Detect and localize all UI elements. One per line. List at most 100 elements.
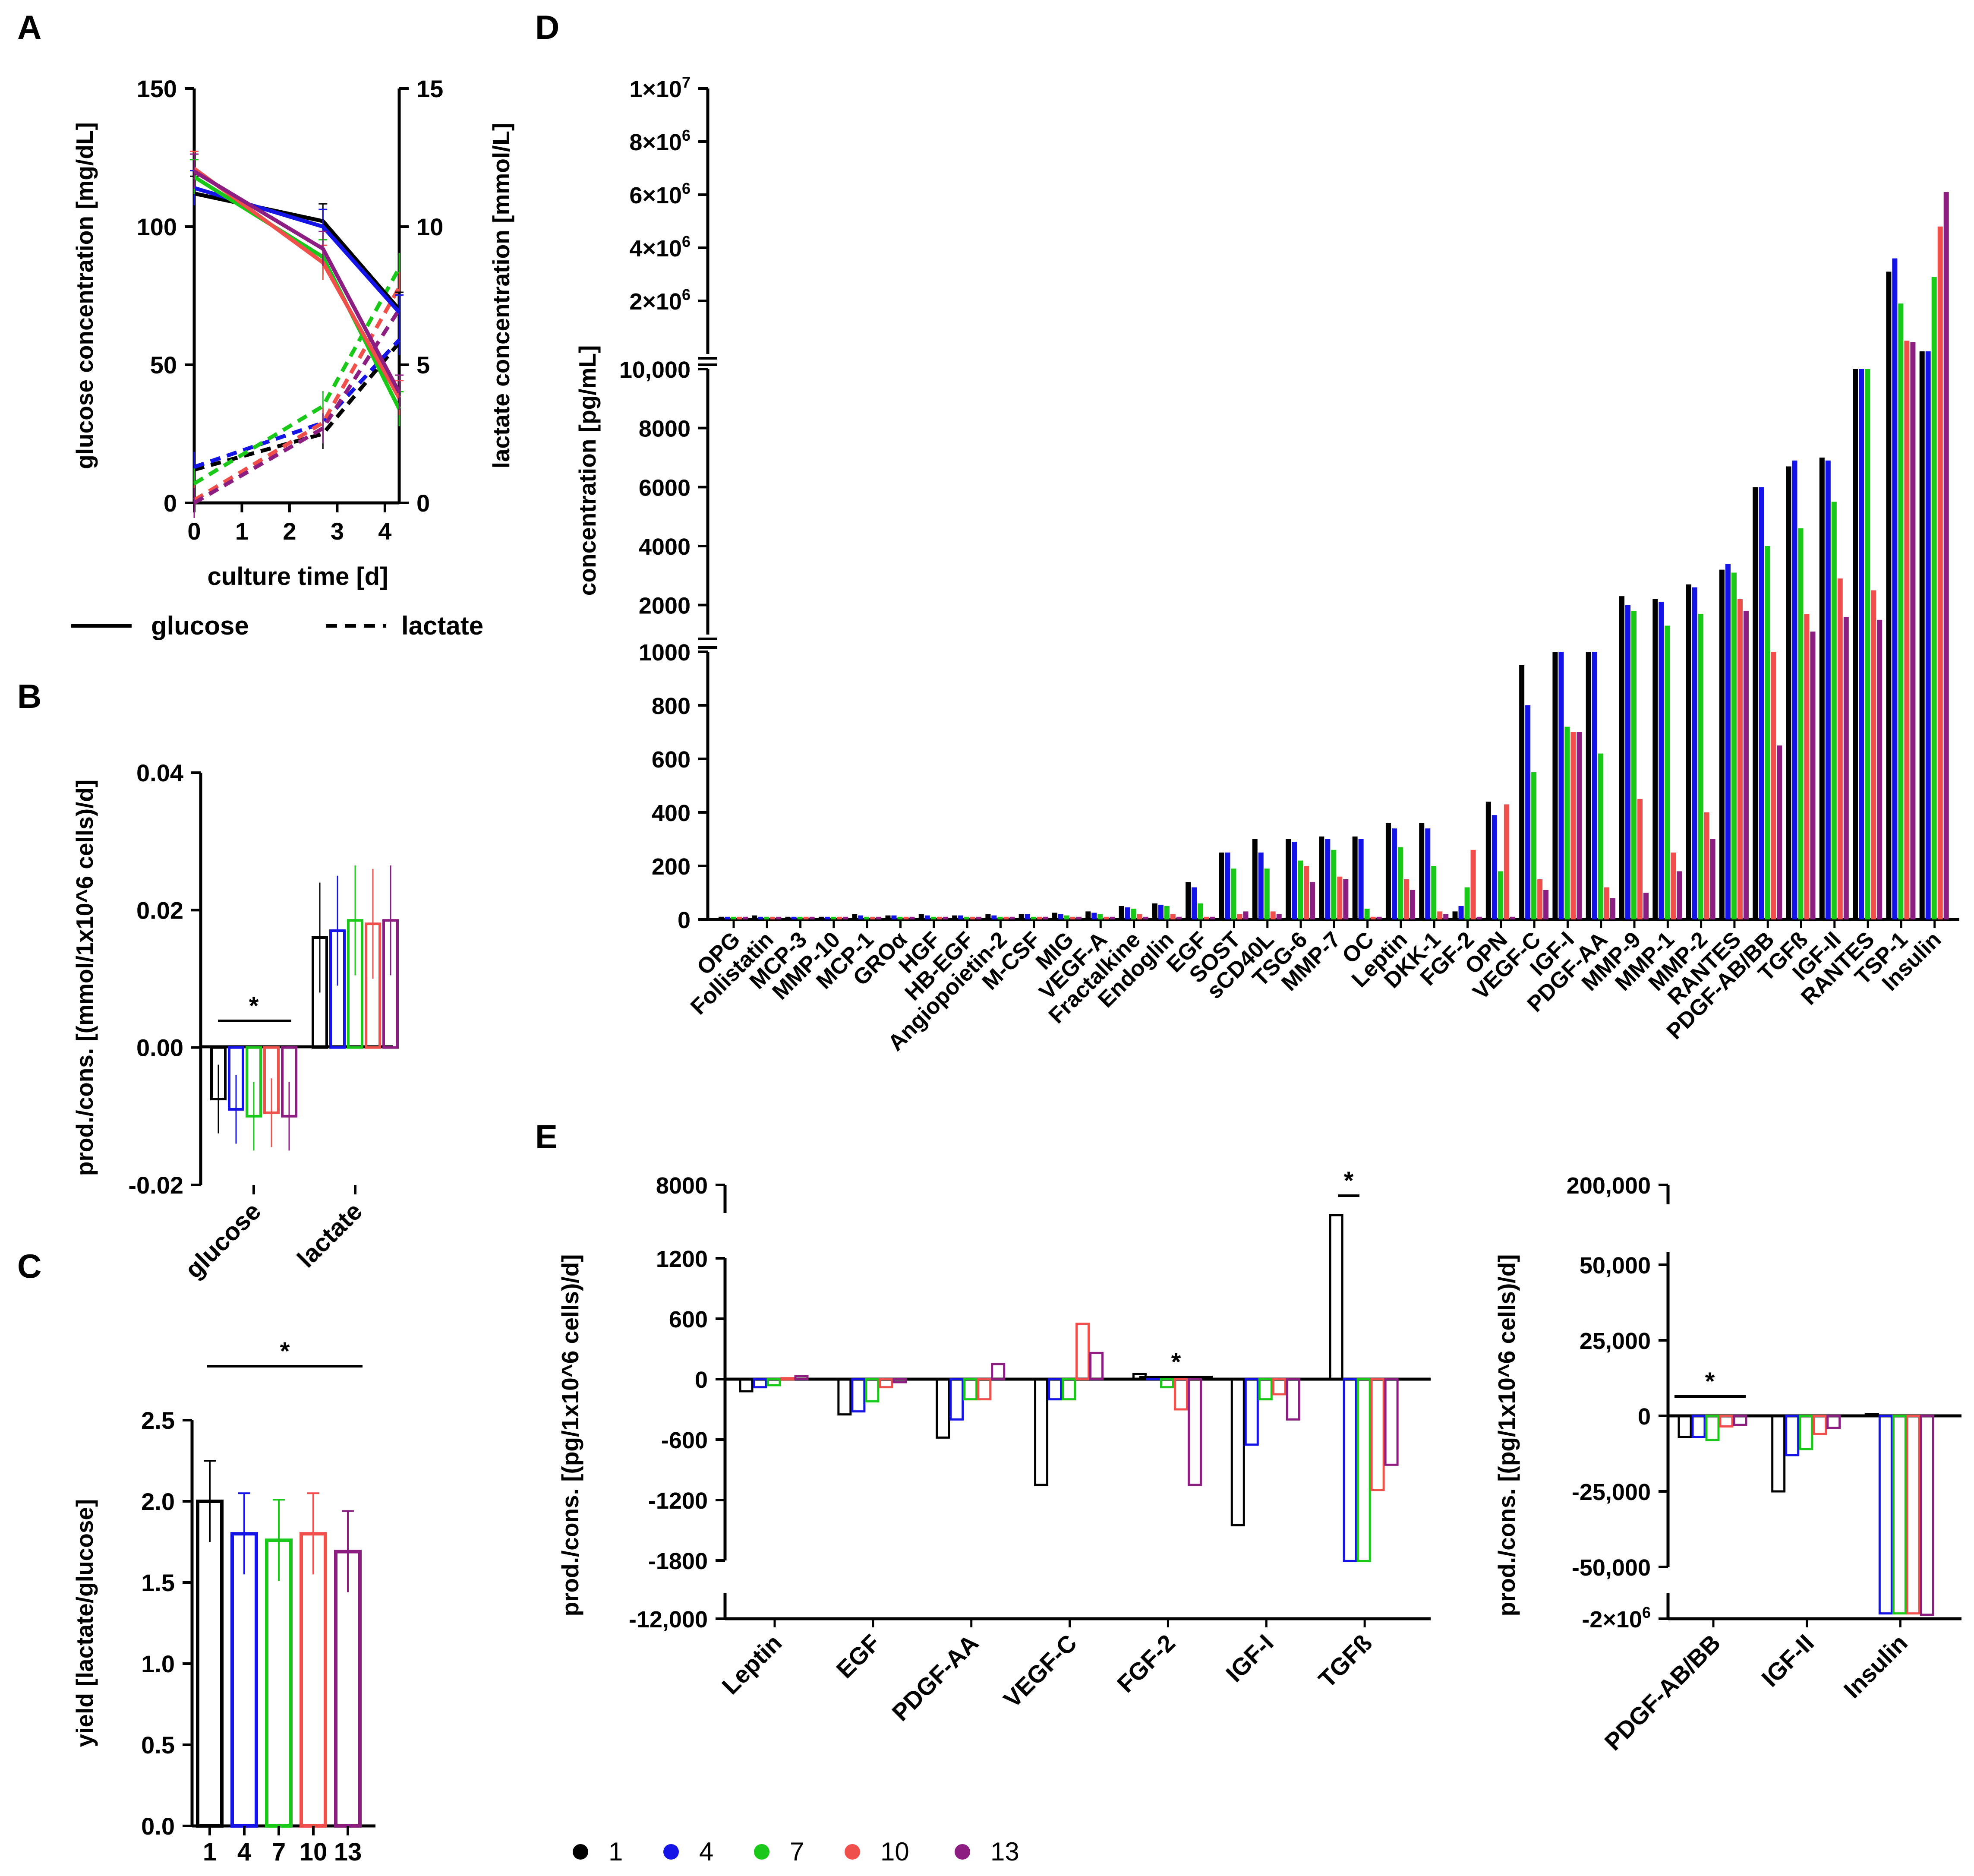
er-bar-Insulin-7 xyxy=(1892,1415,1907,1615)
d-y-tick-label-high: 8×106 xyxy=(629,126,691,155)
d-bar-TSP-1-1 xyxy=(1886,272,1892,919)
el-bar-VEGF-C-1 xyxy=(1034,1378,1049,1486)
d-bar-FGF-2-10 xyxy=(1470,850,1476,919)
panel-label-d: D xyxy=(535,8,559,46)
d-bar-GROα-7 xyxy=(897,916,903,919)
el-bar-TGFß-10 xyxy=(1370,1378,1385,1491)
el-y-tick-label: -1800 xyxy=(648,1548,708,1574)
panel-label-e: E xyxy=(535,1118,558,1156)
d-bar-Fractalkine-13 xyxy=(1143,916,1148,919)
d-bar-HGF-4 xyxy=(924,915,930,919)
d-bar-HB-EGF-10 xyxy=(970,916,976,919)
d-bar-MCP-3-10 xyxy=(803,916,809,919)
d-y-tick-label-low: 800 xyxy=(652,693,691,719)
d-bar-Leptin-4 xyxy=(1391,828,1397,919)
d-bar-HGF-1 xyxy=(918,914,924,919)
d-bar-PDGF-AB/BB-13 xyxy=(1777,745,1782,919)
c-y-tick-label: 1.5 xyxy=(141,1569,175,1596)
el-bar-TGFß-7 xyxy=(1356,1378,1371,1562)
d-bar-MMP-7-13 xyxy=(1343,879,1349,919)
d-bar-MMP-2-13 xyxy=(1710,839,1715,919)
a-x-tick-label: 2 xyxy=(283,518,296,545)
chart-c: 0.0 0.5 1.0 1.5 2.0 2.5 1 4 7 10 13 yield [lactat… xyxy=(71,1337,375,1866)
d-bar-sCD40L-13 xyxy=(1276,914,1282,919)
d-bar-RANTES-4 xyxy=(1859,369,1864,919)
d-bar-MCP-1-4 xyxy=(858,915,864,919)
d-bar-Follistatin-7 xyxy=(764,916,769,919)
d-bar-M-CSF-1 xyxy=(1019,914,1024,919)
panel-label-c: C xyxy=(17,1247,41,1285)
er-bar-PDGF-AB/BB-13 xyxy=(1733,1415,1747,1426)
er-bar-PDGF-AB/BB-7 xyxy=(1705,1415,1720,1441)
a-y-right-tick-label: 5 xyxy=(416,351,430,379)
d-y-tick-high-base: ×10 xyxy=(642,236,682,262)
el-bar-TGFß-1 xyxy=(1329,1214,1343,1380)
el-y-tick-label: -600 xyxy=(661,1428,708,1453)
el-bar-Leptin-1 xyxy=(739,1378,754,1393)
el-x-tick-label: VEGF-C xyxy=(998,1629,1082,1713)
d-y-tick-high-mantissa: 4 xyxy=(629,236,642,262)
d-y-tick-label-low: 600 xyxy=(652,747,691,773)
d-bar-Insulin-7 xyxy=(1931,277,1937,919)
d-y-tick-high-exponent: 6 xyxy=(682,180,691,197)
d-bar-TGFß-4 xyxy=(1792,460,1797,919)
el-bar-Leptin-10 xyxy=(780,1377,795,1381)
d-bar-EGF-1 xyxy=(1186,882,1191,919)
d-bar-TSP-1-4 xyxy=(1892,258,1898,919)
d-bar-MMP-7-4 xyxy=(1325,839,1331,919)
d-bar-GROα-10 xyxy=(903,916,909,919)
el-y-tick-label: 1200 xyxy=(656,1246,708,1272)
d-bar-Insulin-1 xyxy=(1919,351,1925,919)
d-bar-TSP-1-7 xyxy=(1898,303,1904,919)
d-bar-FGF-2-13 xyxy=(1476,916,1482,919)
d-y-tick-high-exponent: 7 xyxy=(682,73,691,91)
d-bar-MCP-1-1 xyxy=(852,914,858,919)
d-bar-EGF-10 xyxy=(1204,916,1209,919)
d-bar-OPN-13 xyxy=(1510,916,1515,919)
d-bar-TSP-1-13 xyxy=(1910,342,1916,920)
legend-label-13: 13 xyxy=(990,1837,1019,1866)
legend-dot-10 xyxy=(845,1844,860,1860)
d-bar-sCD40L-4 xyxy=(1258,853,1264,919)
d-bar-MMP-1-10 xyxy=(1671,853,1676,919)
legend-label-7: 7 xyxy=(790,1837,804,1866)
d-bar-IGF-I-1 xyxy=(1552,652,1558,919)
d-bar-MMP-10-4 xyxy=(824,916,830,919)
c-bar-1 xyxy=(196,1500,224,1828)
d-bar-MCP-1-7 xyxy=(864,916,870,919)
d-bar-MMP-9-4 xyxy=(1625,605,1631,919)
d-bar-RANTES-4 xyxy=(1725,564,1731,919)
d-bar-DKK-1-10 xyxy=(1437,911,1443,919)
d-bar-MCP-1-13 xyxy=(876,916,882,919)
b-y-tick-label: 0.00 xyxy=(136,1034,183,1061)
el-bar-VEGF-C-7 xyxy=(1062,1378,1076,1401)
c-bar-7 xyxy=(265,1538,293,1828)
d-bar-OPN-7 xyxy=(1498,871,1503,919)
d-bar-RANTES-7 xyxy=(1865,369,1870,919)
a-y-right-tick-label: 10 xyxy=(416,213,443,240)
d-bar-RANTES-7 xyxy=(1731,572,1737,919)
a-x-tick-label: 3 xyxy=(331,518,344,545)
d-bar-HB-EGF-4 xyxy=(958,915,964,919)
er-y-tick-bottom-part-0: -2 xyxy=(1582,1607,1602,1633)
d-y-tick-label-low: 1000 xyxy=(639,640,691,666)
d-bar-DKK-1-7 xyxy=(1431,866,1437,919)
a-y-tick-label: 50 xyxy=(150,351,177,379)
d-bar-HGF-13 xyxy=(943,916,948,919)
a-x-tick-label: 0 xyxy=(187,518,201,545)
er-y-tick-label: 0 xyxy=(1638,1404,1651,1430)
a-y-tick-label: 0 xyxy=(164,490,177,517)
d-bar-TSG-6-7 xyxy=(1298,860,1303,919)
d-bar-PDGF-AA-10 xyxy=(1604,887,1609,919)
d-bar-MCP-3-7 xyxy=(797,916,803,919)
d-bar-Endoglin-13 xyxy=(1176,916,1182,919)
d-y-tick-label-mid: 4000 xyxy=(639,534,691,560)
a-x-tick-label: 4 xyxy=(378,518,391,545)
d-bar-MIG-13 xyxy=(1076,916,1082,919)
d-bar-OC-1 xyxy=(1352,836,1358,919)
d-bar-VEGF-C-10 xyxy=(1537,879,1543,919)
d-bar-MMP-2-4 xyxy=(1692,587,1697,919)
el-x-tick-label: TGFß xyxy=(1313,1629,1377,1693)
el-y-tick-label: 600 xyxy=(669,1307,708,1333)
el-bar-EGF-7 xyxy=(865,1378,880,1402)
